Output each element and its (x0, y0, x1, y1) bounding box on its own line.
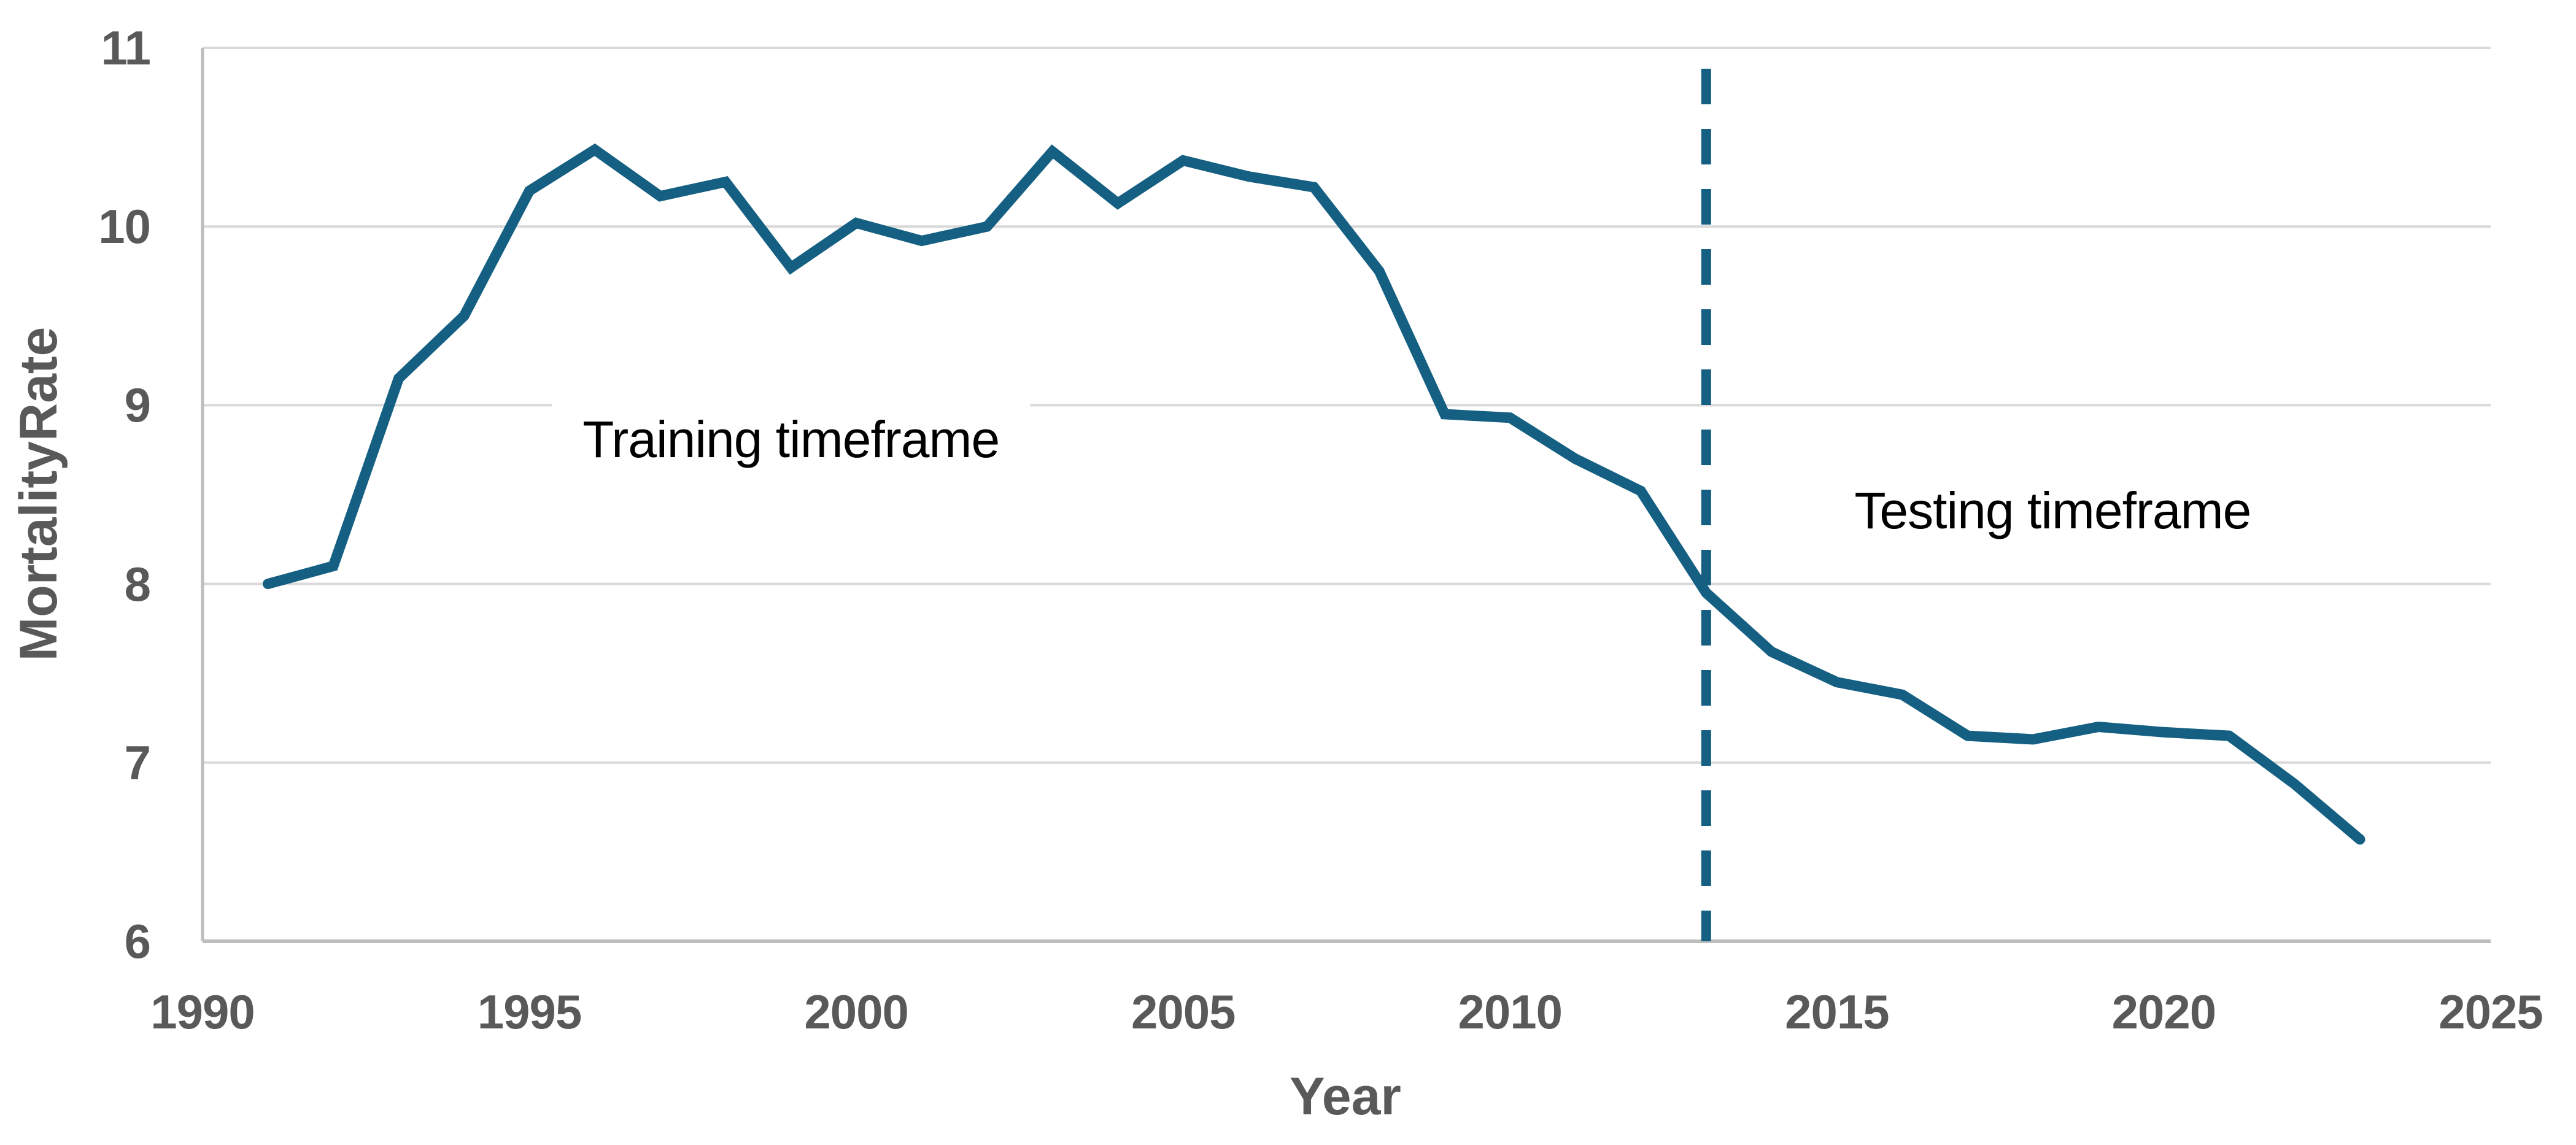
x-tick-label-2010: 2010 (1458, 985, 1563, 1039)
y-tick-label-11: 11 (101, 21, 151, 75)
x-tick-label-2000: 2000 (804, 985, 909, 1039)
x-tick-label-2025: 2025 (2439, 985, 2543, 1039)
x-axis-title: Year (1290, 1067, 1401, 1126)
x-tick-label-1995: 1995 (477, 985, 582, 1039)
testing-timeframe-label: Testing timeframe (1824, 468, 2282, 554)
x-tick-label-1990: 1990 (150, 985, 255, 1039)
y-tick-label-7: 7 (124, 735, 151, 790)
y-tick-label-8: 8 (124, 557, 151, 611)
y-tick-label-10: 10 (98, 199, 151, 254)
y-tick-label-9: 9 (124, 378, 151, 433)
x-tick-label-2005: 2005 (1131, 985, 1236, 1039)
training-timeframe-label: Training timeframe (552, 396, 1031, 482)
x-tick-label-2020: 2020 (2111, 985, 2217, 1039)
y-tick-label-6: 6 (124, 914, 151, 968)
y-axis-title: MortalityRate (9, 326, 68, 661)
x-tick-label-2015: 2015 (1785, 985, 1890, 1039)
series-line-mortalityrate (263, 143, 2365, 845)
